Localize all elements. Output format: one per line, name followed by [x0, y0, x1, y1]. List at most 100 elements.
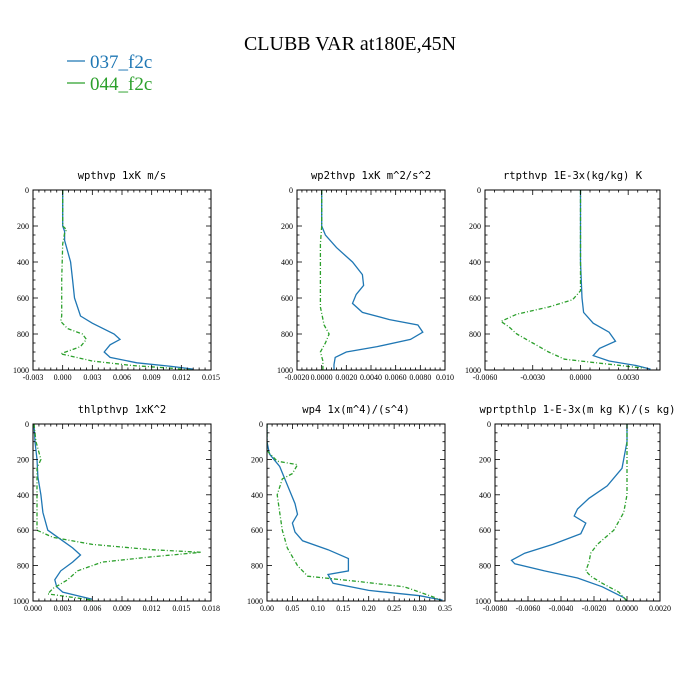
x-tick-label: 0.0000 [311, 373, 333, 382]
chart-panel-1: wpthvp 1xK m/s -0.003 0.000 0.003 0.006 0.009… [13, 170, 220, 382]
x-tick-label: 0.000 [24, 604, 42, 613]
y-tick-label: 600 [251, 526, 263, 535]
x-tick-label: -0.0020 [285, 373, 310, 382]
y-tick-label: 800 [281, 330, 293, 339]
x-tick-label: 0.003 [83, 373, 101, 382]
y-tick-label: 1000 [247, 597, 263, 606]
series-line-1 [510, 424, 628, 601]
plot-frame [266, 423, 446, 602]
series-line-1 [62, 190, 194, 370]
plot-frame [484, 189, 661, 371]
y-tick-label: 0 [25, 420, 29, 429]
legend: 037_f2c 044_f2c [67, 52, 152, 95]
figure-title: CLUBB VAR at180E,45N [244, 33, 456, 55]
x-tick-label: 0.010 [436, 373, 454, 382]
legend-label-044: 044_f2c [90, 74, 152, 95]
x-tick-label: 0.012 [172, 373, 190, 382]
y-tick-label: 800 [17, 562, 29, 571]
panel-title: wprtpthlp 1-E-3x(m kg K)/(s kg) [480, 404, 676, 416]
x-tick-label: 0.0030 [617, 373, 639, 382]
y-tick-label: 200 [469, 222, 481, 231]
series-line-2 [585, 424, 628, 601]
y-tick-label: 400 [17, 491, 29, 500]
y-tick-label: 0 [289, 186, 293, 195]
x-tick-label: 0.012 [143, 604, 161, 613]
x-tick-label: 0.0020 [649, 604, 671, 613]
x-tick-label: 0.0000 [616, 604, 638, 613]
legend-label-037: 037_f2c [90, 52, 152, 73]
x-tick-label: 0.000 [54, 373, 72, 382]
y-tick-label: 0 [477, 186, 481, 195]
x-tick-label: -0.003 [23, 373, 44, 382]
panel-title: wpthvp 1xK m/s [78, 170, 167, 182]
x-tick-label: 0.0040 [360, 373, 382, 382]
chart-panel-2: wp2thvp 1xK m^2/s^2-0.0020 0.0000 0.0020 0.… [277, 170, 454, 382]
y-tick-label: 600 [469, 294, 481, 303]
y-tick-label: 800 [251, 562, 263, 571]
panel-title: wp4 1x(m^4)/(s^4) [302, 404, 409, 416]
x-tick-label: -0.0060 [516, 604, 541, 613]
x-tick-label: -0.0040 [549, 604, 574, 613]
y-tick-label: 400 [469, 258, 481, 267]
x-tick-label: -0.0060 [473, 373, 498, 382]
y-tick-label: 200 [281, 222, 293, 231]
series-line-2 [58, 190, 192, 370]
plot-frame [32, 423, 212, 602]
x-tick-label: 0.30 [413, 604, 427, 613]
y-tick-label: 0 [259, 420, 263, 429]
x-tick-label: 0.00 [260, 604, 274, 613]
x-tick-label: -0.0020 [582, 604, 607, 613]
y-tick-label: 800 [17, 330, 29, 339]
series-line-2 [33, 424, 202, 601]
y-tick-label: 0 [25, 186, 29, 195]
chart-panel-6: wprtpthlp 1-E-3x(m kg K)/(s kg) -0.0080 -0… [475, 404, 675, 613]
plot-frame [32, 189, 212, 371]
x-tick-label: 0.009 [113, 604, 131, 613]
y-tick-label: 400 [17, 258, 29, 267]
y-tick-label: 200 [17, 222, 29, 231]
y-tick-label: 200 [479, 455, 491, 464]
y-tick-label: 200 [251, 455, 263, 464]
x-tick-label: 0.0000 [569, 373, 591, 382]
x-tick-label: 0.20 [362, 604, 376, 613]
x-tick-label: 0.003 [54, 604, 72, 613]
panel-title: thlpthvp 1xK^2 [78, 404, 167, 416]
y-tick-label: 1000 [277, 366, 293, 375]
plot-frame [494, 423, 661, 602]
y-tick-label: 600 [17, 526, 29, 535]
y-tick-label: 600 [479, 526, 491, 535]
y-tick-label: 600 [17, 294, 29, 303]
panel-title: rtpthvp 1E-3x(kg/kg) K [503, 170, 643, 182]
x-tick-label: -0.0080 [483, 604, 508, 613]
x-tick-label: 0.0080 [409, 373, 431, 382]
y-tick-label: 400 [479, 491, 491, 500]
x-tick-label: 0.05 [285, 604, 299, 613]
x-tick-label: 0.006 [83, 604, 101, 613]
chart-panel-3: rtpthvp 1E-3x(kg/kg) K -0.0060 -0.0030 0.00… [465, 170, 661, 382]
y-tick-label: 800 [479, 562, 491, 571]
y-tick-label: 1000 [465, 366, 481, 375]
plot-frame [296, 189, 446, 371]
x-tick-label: -0.0030 [520, 373, 545, 382]
y-tick-label: 0 [487, 420, 491, 429]
x-tick-label: 0.0060 [385, 373, 407, 382]
series-line-2 [499, 190, 645, 369]
series-line-1 [321, 190, 424, 370]
panels: wpthvp 1xK m/s-0.003 0.000 0.003 0.006 0.009… [13, 170, 675, 613]
x-tick-label: 0.015 [172, 604, 190, 613]
y-tick-label: 1000 [475, 597, 491, 606]
series-line-1 [579, 190, 651, 370]
chart-panel-4: thlpthvp 1xK^2 0.000 0.003 0.006 0.009 0.012 0… [13, 404, 220, 613]
y-tick-label: 600 [281, 294, 293, 303]
x-tick-label: 0.009 [143, 373, 161, 382]
x-tick-label: 0.10 [311, 604, 325, 613]
y-tick-label: 200 [17, 455, 29, 464]
y-tick-label: 1000 [13, 366, 29, 375]
y-tick-label: 800 [469, 330, 481, 339]
x-tick-label: 0.018 [202, 604, 220, 613]
series-line-1 [267, 424, 443, 601]
y-tick-label: 400 [251, 491, 263, 500]
chart-panel-5: wp4 1x(m^4)/(s^4) 0.00 0.05 0.10 0.15 0.20 0.2… [247, 404, 452, 613]
series-line-2 [319, 190, 330, 370]
